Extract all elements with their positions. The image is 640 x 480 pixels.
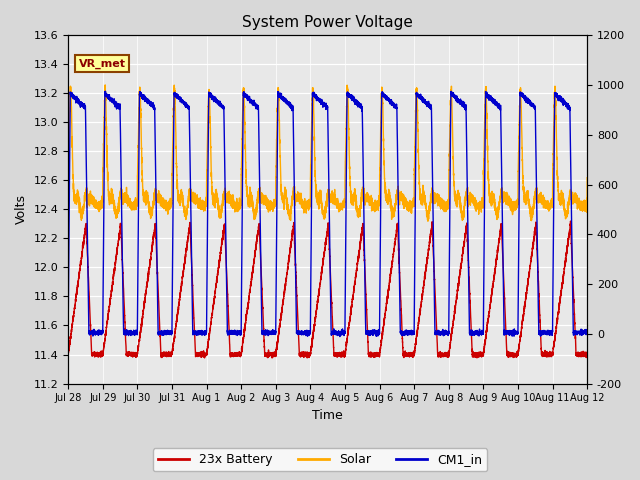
Text: VR_met: VR_met xyxy=(79,59,125,69)
Legend: 23x Battery, Solar, CM1_in: 23x Battery, Solar, CM1_in xyxy=(153,448,487,471)
Y-axis label: Volts: Volts xyxy=(15,194,28,225)
X-axis label: Time: Time xyxy=(312,409,343,422)
Title: System Power Voltage: System Power Voltage xyxy=(242,15,413,30)
